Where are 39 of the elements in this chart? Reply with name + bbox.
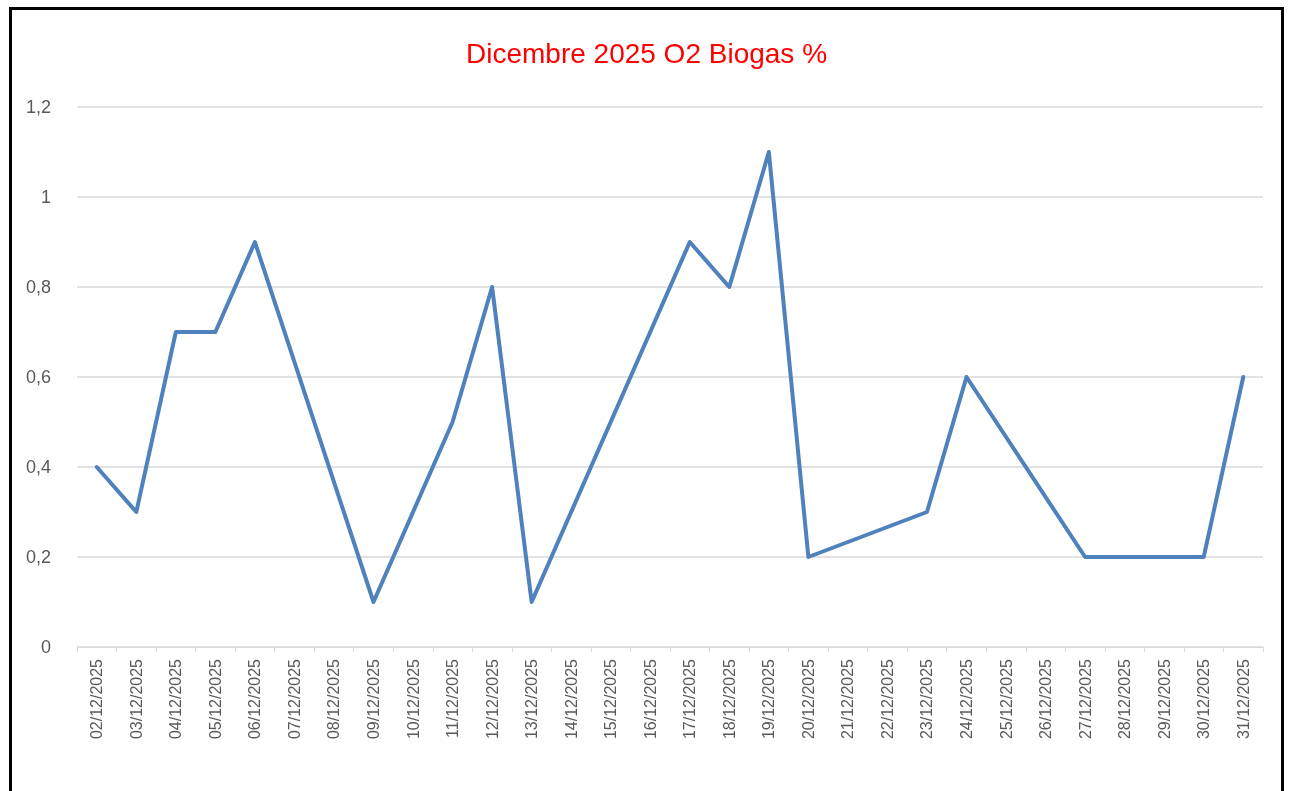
y-tick-label: 1 <box>40 187 51 207</box>
x-tick-label: 08/12/2025 <box>325 658 343 740</box>
x-tick-label: 21/12/2025 <box>839 658 857 740</box>
y-tick-label: 0,2 <box>25 547 51 567</box>
x-tick-label: 20/12/2025 <box>799 658 817 740</box>
x-tick-label: 10/12/2025 <box>404 658 422 740</box>
x-tick-label: 12/12/2025 <box>483 658 501 740</box>
x-tick-label: 09/12/2025 <box>365 658 382 740</box>
y-tick-label: 0,4 <box>25 457 51 477</box>
x-tick-label: 28/12/2025 <box>1116 658 1134 740</box>
x-tick-label: 07/12/2025 <box>285 658 303 740</box>
x-tick-label: 02/12/2025 <box>88 658 106 740</box>
chart-title: Dicembre 2025 O2 Biogas % <box>465 37 828 69</box>
x-tick-label: 06/12/2025 <box>246 658 264 740</box>
x-tick-label: 29/12/2025 <box>1155 658 1173 740</box>
x-tick-label: 16/12/2025 <box>641 658 659 740</box>
x-tick-label: 14/12/2025 <box>562 658 580 740</box>
x-tick-label: 22/12/2025 <box>878 658 896 740</box>
x-tick-label: 27/12/2025 <box>1076 658 1094 740</box>
y-tick-label: 0,6 <box>25 367 51 387</box>
y-tick-label: 0 <box>40 637 51 657</box>
x-tick-label: 26/12/2025 <box>1037 658 1055 740</box>
x-tick-label: 19/12/2025 <box>760 658 778 740</box>
x-tick-label: 23/12/2025 <box>918 658 936 740</box>
y-tick-label: 0,8 <box>25 277 51 297</box>
x-tick-label: 11/12/2025 <box>444 658 462 738</box>
x-tick-label: 03/12/2025 <box>127 658 145 740</box>
x-tick-label: 25/12/2025 <box>997 658 1015 740</box>
x-tick-label: 17/12/2025 <box>681 658 699 740</box>
x-tick-label: 13/12/2025 <box>523 658 541 740</box>
x-tick-label: 04/12/2025 <box>167 658 185 740</box>
x-tick-label: 15/12/2025 <box>602 658 620 740</box>
x-tick-label: 31/12/2025 <box>1234 658 1252 740</box>
x-tick-label: 05/12/2025 <box>206 658 224 740</box>
x-tick-label: 18/12/2025 <box>720 658 738 740</box>
x-tick-label: 24/12/2025 <box>958 658 975 740</box>
line-series <box>94 150 1246 604</box>
x-tick-label: 30/12/2025 <box>1195 658 1213 740</box>
y-tick-label: 1,2 <box>25 97 51 117</box>
